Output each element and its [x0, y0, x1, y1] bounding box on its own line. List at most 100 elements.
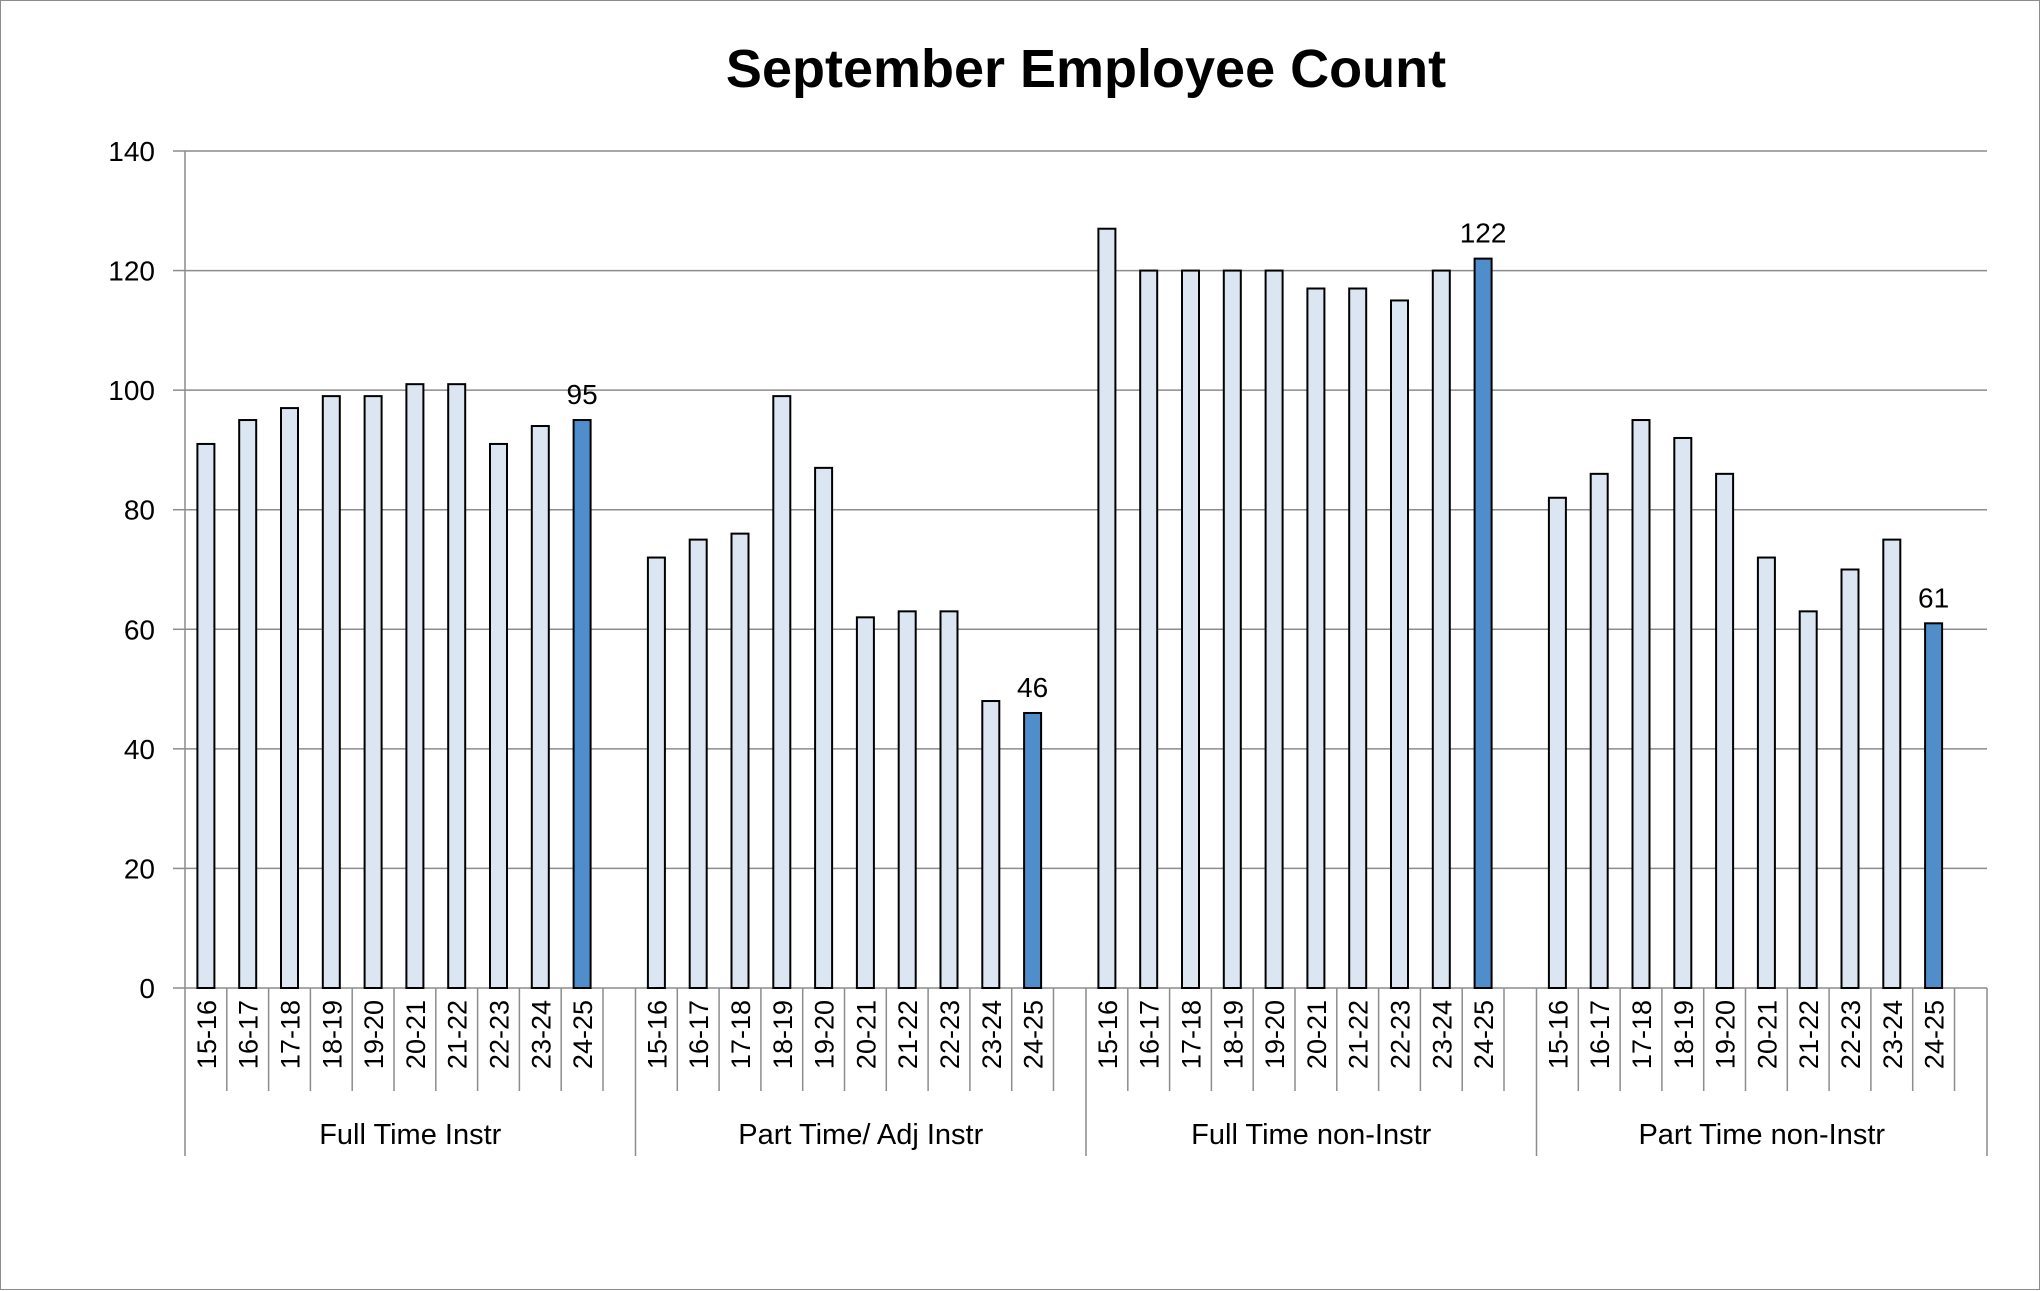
bar	[1840, 568, 1860, 989]
bar-highlight	[1023, 711, 1043, 989]
category-label: 21-22	[1794, 1000, 1824, 1069]
bar	[1673, 436, 1693, 989]
category-label: 15-16	[192, 1000, 222, 1069]
y-tick-label: 60	[124, 614, 155, 645]
category-label: 17-18	[276, 1000, 306, 1069]
bar	[1348, 287, 1368, 989]
category-label: 17-18	[1177, 1000, 1207, 1069]
group-label: Full Time Instr	[319, 1119, 501, 1151]
y-tick-label: 80	[124, 495, 155, 526]
bar	[897, 610, 917, 989]
bar	[1756, 556, 1776, 989]
category-label: 15-16	[1543, 1000, 1573, 1069]
category-label: 23-24	[1878, 1000, 1908, 1069]
bar	[363, 395, 383, 990]
category-label: 16-17	[1135, 1000, 1165, 1069]
data-label: 46	[1017, 672, 1048, 703]
category-label: 16-17	[684, 1000, 714, 1069]
category-label: 24-25	[1019, 1000, 1049, 1069]
category-label: 18-19	[317, 1000, 347, 1069]
bar	[939, 610, 959, 989]
category-label: 17-18	[726, 1000, 756, 1069]
category-label: 20-21	[1752, 1000, 1782, 1069]
bar	[814, 466, 834, 990]
bar	[1181, 269, 1200, 990]
bar	[196, 442, 216, 989]
category-label: 22-23	[935, 1000, 965, 1069]
bar	[238, 419, 258, 989]
category-label: 23-24	[526, 1000, 556, 1069]
y-tick-label: 0	[139, 973, 155, 1004]
category-label: 23-24	[977, 1000, 1007, 1069]
bar	[772, 395, 792, 990]
category-label: 21-22	[893, 1000, 923, 1069]
labels: 0 20 40 60 80 100 120 140 15-16 16-17 17-18 18-19 19…	[108, 136, 1949, 1151]
bar	[530, 425, 550, 989]
bars	[196, 227, 1944, 990]
category-label: 17-18	[1627, 1000, 1657, 1069]
category-label: 20-21	[401, 1000, 431, 1069]
category-label: 18-19	[1218, 1000, 1248, 1069]
bar	[1390, 299, 1409, 989]
category-label: 24-25	[568, 1000, 598, 1069]
group-label: Full Time non-Instr	[1191, 1119, 1431, 1151]
bar	[1882, 538, 1902, 989]
bar-highlight	[572, 419, 592, 989]
group-label: Part Time/ Adj Instr	[738, 1119, 983, 1151]
y-tick-label: 40	[124, 734, 155, 765]
bar	[405, 383, 425, 989]
bar	[1306, 287, 1326, 989]
category-label: 15-16	[642, 1000, 672, 1069]
category-label: 16-17	[234, 1000, 264, 1069]
category-label: 24-25	[1920, 1000, 1950, 1069]
bar	[688, 538, 708, 989]
category-label: 20-21	[851, 1000, 881, 1069]
category-label: 20-21	[1302, 1000, 1332, 1069]
bar	[855, 616, 875, 989]
bar	[1431, 269, 1451, 990]
chart-title: September Employee Count	[726, 39, 1446, 99]
bar	[730, 532, 750, 990]
bar	[321, 395, 341, 990]
category-label: 22-23	[1836, 1000, 1866, 1069]
bar	[1139, 269, 1159, 990]
bar	[1798, 610, 1818, 989]
category-label: 15-16	[1093, 1000, 1123, 1069]
category-label: 22-23	[1386, 1000, 1416, 1069]
bar	[1097, 227, 1117, 989]
bar	[1589, 472, 1609, 990]
y-tick-label: 20	[124, 853, 155, 884]
gridlines	[185, 150, 1987, 870]
data-label: 122	[1460, 218, 1507, 249]
bar	[1264, 269, 1284, 990]
bar	[981, 700, 1001, 989]
bar	[447, 383, 467, 989]
category-label: 24-25	[1469, 1000, 1499, 1069]
bar	[1631, 419, 1651, 989]
group-label: Part Time non-Instr	[1638, 1119, 1885, 1151]
bar-highlight	[1924, 622, 1944, 989]
bar	[1547, 496, 1567, 989]
category-label: 16-17	[1585, 1000, 1615, 1069]
category-label: 19-20	[810, 1000, 840, 1069]
data-label: 61	[1918, 582, 1949, 613]
bar	[1222, 269, 1242, 990]
category-label: 21-22	[1344, 1000, 1374, 1069]
category-label: 22-23	[485, 1000, 515, 1069]
y-tick-label: 120	[108, 256, 155, 287]
category-label: 18-19	[1669, 1000, 1699, 1069]
category-label: 21-22	[443, 1000, 473, 1069]
category-label: 23-24	[1427, 1000, 1457, 1069]
y-tick-label: 140	[108, 136, 155, 167]
axes	[173, 150, 1988, 1156]
bar	[1715, 472, 1735, 990]
category-label: 18-19	[768, 1000, 798, 1069]
data-label: 95	[567, 379, 598, 410]
category-label: 19-20	[1711, 1000, 1741, 1069]
category-label: 19-20	[1260, 1000, 1290, 1069]
category-label: 19-20	[359, 1000, 389, 1069]
bar	[646, 556, 666, 989]
bar	[489, 442, 508, 989]
